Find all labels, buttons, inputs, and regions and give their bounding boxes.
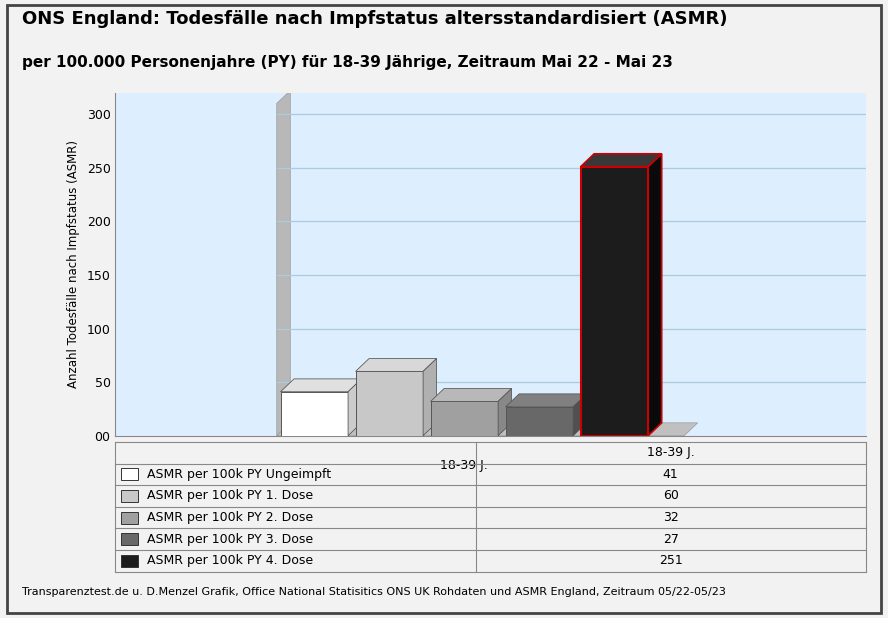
Polygon shape: [277, 91, 290, 436]
Polygon shape: [431, 389, 511, 402]
Bar: [122, 512, 138, 523]
Text: 18-39 J.: 18-39 J.: [440, 459, 488, 472]
Polygon shape: [573, 394, 587, 436]
Text: ASMR per 100k PY 3. Dose: ASMR per 100k PY 3. Dose: [147, 533, 313, 546]
Bar: [281, 392, 348, 436]
Text: ONS England: Todesfälle nach Impfstatus altersstandardisiert (ASMR): ONS England: Todesfälle nach Impfstatus …: [22, 11, 727, 28]
Polygon shape: [355, 358, 437, 371]
Polygon shape: [277, 423, 698, 436]
Text: 32: 32: [662, 511, 678, 524]
Y-axis label: Anzahl Todesfälle nach Impfstatus (ASMR): Anzahl Todesfälle nach Impfstatus (ASMR): [67, 140, 80, 388]
Text: 251: 251: [659, 554, 683, 567]
Polygon shape: [505, 394, 587, 407]
Polygon shape: [348, 379, 361, 436]
Text: 41: 41: [662, 468, 678, 481]
Bar: [122, 555, 138, 567]
Text: 18-39 J.: 18-39 J.: [646, 446, 694, 459]
Text: Transparenztest.de u. D.Menzel Grafik, Office National Statisitics ONS UK Rohdat: Transparenztest.de u. D.Menzel Grafik, O…: [22, 586, 725, 597]
Polygon shape: [648, 154, 662, 436]
Bar: [122, 468, 138, 480]
Polygon shape: [498, 389, 511, 436]
Bar: [122, 490, 138, 502]
Polygon shape: [581, 154, 662, 167]
Text: ASMR per 100k PY Ungeimpft: ASMR per 100k PY Ungeimpft: [147, 468, 331, 481]
Text: 60: 60: [662, 489, 678, 502]
Bar: [581, 167, 648, 436]
Polygon shape: [281, 379, 361, 392]
Polygon shape: [423, 358, 437, 436]
Bar: [505, 407, 573, 436]
Text: per 100.000 Personenjahre (PY) für 18-39 Jährige, Zeitraum Mai 22 - Mai 23: per 100.000 Personenjahre (PY) für 18-39…: [22, 54, 673, 70]
Bar: [431, 402, 498, 436]
Text: 27: 27: [662, 533, 678, 546]
Bar: [355, 371, 423, 436]
Text: ASMR per 100k PY 1. Dose: ASMR per 100k PY 1. Dose: [147, 489, 313, 502]
Text: ASMR per 100k PY 2. Dose: ASMR per 100k PY 2. Dose: [147, 511, 313, 524]
Text: ASMR per 100k PY 4. Dose: ASMR per 100k PY 4. Dose: [147, 554, 313, 567]
Bar: [122, 533, 138, 545]
